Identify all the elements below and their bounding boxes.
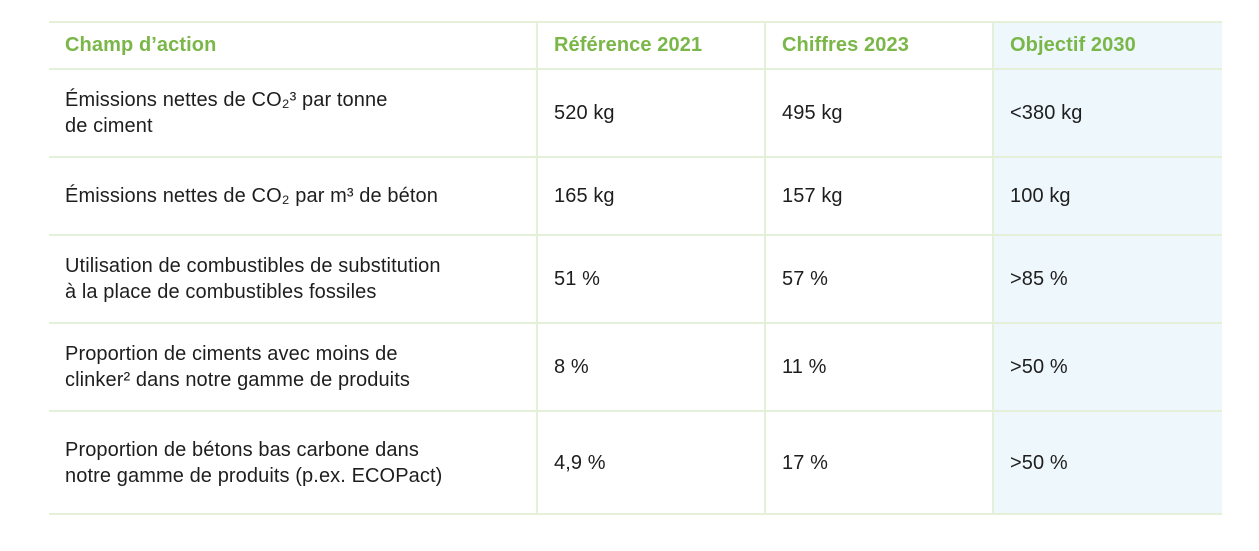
- climate-targets-table: Champ d’action Référence 2021 Chiffres 2…: [49, 21, 1222, 515]
- figures-2023-cell: 17 %: [764, 411, 993, 515]
- reference-2021-cell: 165 kg: [536, 157, 765, 236]
- reference-2021-cell: 51 %: [536, 235, 765, 324]
- table-header-row: Champ d’action Référence 2021 Chiffres 2…: [49, 21, 1222, 70]
- target-2030-cell: >85 %: [992, 235, 1222, 324]
- reference-2021-cell: 8 %: [536, 323, 765, 412]
- field-line-2: clinker² dans notre gamme de produits: [65, 369, 410, 391]
- field-cell: Proportion de ciments avec moins de clin…: [49, 323, 537, 412]
- target-2030-cell: <380 kg: [992, 69, 1222, 158]
- field-cell: Utilisation de combustibles de substitut…: [49, 235, 537, 324]
- table-row: Proportion de ciments avec moins de clin…: [49, 323, 1222, 412]
- field-line-1: Proportion de bétons bas carbone dans: [65, 438, 419, 461]
- field-line-2: notre gamme de produits (p.ex. ECOPact): [65, 464, 443, 487]
- header-reference-2021: Référence 2021: [536, 21, 765, 70]
- target-2030-cell: >50 %: [992, 411, 1222, 515]
- table-row: Utilisation de combustibles de substitut…: [49, 235, 1222, 324]
- target-2030-cell: >50 %: [992, 323, 1222, 412]
- field-line-1: Émissions nettes de CO₂ par m³ de béton: [65, 185, 438, 207]
- figures-2023-cell: 11 %: [764, 323, 993, 412]
- reference-2021-cell: 520 kg: [536, 69, 765, 158]
- field-line-2: de ciment: [65, 115, 153, 137]
- header-figures-2023: Chiffres 2023: [764, 21, 993, 70]
- field-line-1: Utilisation de combustibles de substitut…: [65, 255, 441, 277]
- climate-targets-table-container: Champ d’action Référence 2021 Chiffres 2…: [49, 21, 1222, 515]
- field-cell: Proportion de bétons bas carbone dans no…: [49, 411, 537, 515]
- reference-2021-cell: 4,9 %: [536, 411, 765, 515]
- field-cell: Émissions nettes de CO₂ par m³ de béton: [49, 157, 537, 236]
- field-line-1: Émissions nettes de CO₂³ par tonne: [65, 89, 388, 111]
- table-row: Émissions nettes de CO₂ par m³ de béton …: [49, 157, 1222, 236]
- target-2030-cell: 100 kg: [992, 157, 1222, 236]
- figures-2023-cell: 495 kg: [764, 69, 993, 158]
- header-field: Champ d’action: [49, 21, 537, 70]
- table-row: Proportion de bétons bas carbone dans no…: [49, 411, 1222, 515]
- table-row: Émissions nettes de CO₂³ par tonne de ci…: [49, 69, 1222, 158]
- field-line-2: à la place de combustibles fossiles: [65, 281, 377, 303]
- header-target-2030: Objectif 2030: [992, 21, 1222, 70]
- field-line-1: Proportion de ciments avec moins de: [65, 343, 398, 365]
- field-cell: Émissions nettes de CO₂³ par tonne de ci…: [49, 69, 537, 158]
- figures-2023-cell: 57 %: [764, 235, 993, 324]
- figures-2023-cell: 157 kg: [764, 157, 993, 236]
